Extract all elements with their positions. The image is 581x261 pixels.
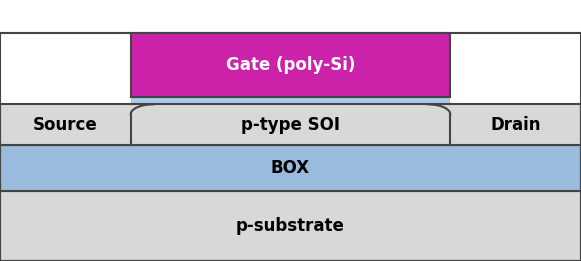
Bar bbox=[0, 33, 131, 104]
Polygon shape bbox=[428, 104, 450, 114]
Text: Drain: Drain bbox=[490, 116, 541, 134]
Text: p-type SOI: p-type SOI bbox=[241, 116, 340, 134]
Bar bbox=[131, 33, 450, 97]
Bar bbox=[450, 33, 581, 104]
Text: Gate (poly-Si): Gate (poly-Si) bbox=[226, 56, 355, 74]
Bar bbox=[0, 145, 581, 191]
Bar bbox=[131, 97, 450, 104]
Bar bbox=[0, 191, 581, 261]
Polygon shape bbox=[131, 104, 153, 114]
Text: p-substrate: p-substrate bbox=[236, 217, 345, 235]
Bar bbox=[0, 104, 581, 145]
Text: Source: Source bbox=[33, 116, 98, 134]
Bar bbox=[0, 0, 581, 33]
Text: BOX: BOX bbox=[271, 159, 310, 177]
